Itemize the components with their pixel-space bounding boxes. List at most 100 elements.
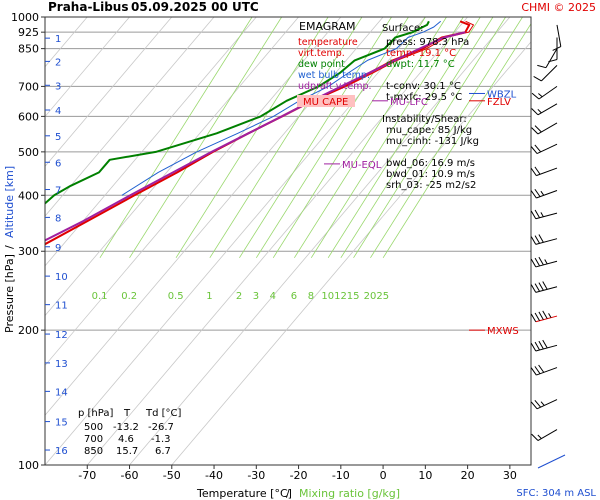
wind-barb-flag (538, 234, 544, 243)
wind-barb-flag (531, 108, 539, 116)
altitude-tick-label: 6 (55, 158, 61, 169)
temperature-tick-label: 10 (418, 469, 432, 482)
legend-item: udpraft v.temp. (298, 81, 372, 92)
stats-line: bwd_01: 10.9 m/s (386, 169, 475, 180)
wind-barb-flag (552, 46, 562, 51)
x-axis-label-temperature: Temperature [°C] (196, 487, 292, 500)
altitude-tick-label: 1 (55, 34, 61, 45)
mixing-ratio-line (382, 22, 531, 259)
series-line-wet-bulb-temp- (121, 20, 442, 196)
temperature-tick-label: 20 (461, 469, 475, 482)
temperature-tick-label: -60 (121, 469, 139, 482)
altitude-tick-label: 9 (55, 243, 61, 254)
mixing-ratio-line (294, 17, 447, 259)
mixing-ratio-line (239, 17, 392, 259)
temperature-tick-label: 0 (380, 469, 387, 482)
level-table-cell: -13.2 (113, 422, 139, 433)
stats-line: press: 978.3 hPa (386, 37, 469, 48)
pressure-tick-label: 600 (18, 110, 39, 123)
isotherm-line (45, 17, 299, 317)
altitude-tick-label: 8 (55, 213, 61, 224)
altitude-tick-label: 12 (55, 330, 68, 341)
wind-barb-half-flag (544, 259, 548, 265)
wind-barb-half-flag (548, 313, 552, 318)
y-axis-label-pressure: Pressure [hPa] (3, 254, 16, 333)
wind-barb-flag (531, 127, 539, 135)
temperature-tick-label: -30 (247, 469, 265, 482)
mixing-ratio-label: 1 (206, 291, 212, 302)
wind-barb-flag (534, 399, 542, 408)
temperature-tick-label: -70 (78, 469, 96, 482)
stats-line: srh_03: -25 m2/s2 (386, 180, 476, 191)
isotherm-line (129, 17, 511, 465)
grid (0, 17, 531, 465)
mixing-ratio-label: 0.2 (121, 291, 137, 302)
stats-line: mu_cape: 85 J/kg (386, 125, 472, 136)
temperature-tick-label: 30 (503, 469, 517, 482)
wind-barb-flag (534, 144, 542, 153)
wind-barb-flag (534, 235, 541, 244)
altitude-tick-label: 7 (55, 186, 61, 197)
pressure-tick-label: 850 (18, 43, 39, 56)
wind-barb-flag (530, 210, 537, 220)
axes: 1002003004005006007008509251000123456789… (11, 11, 517, 482)
wind-barb-flag (534, 188, 541, 197)
pressure-tick-label: 1000 (11, 11, 39, 24)
wind-barb-flag (542, 339, 548, 349)
wind-barb-flag (534, 341, 541, 351)
isotherm-line (0, 17, 3, 465)
wind-barb-shaft (541, 64, 558, 82)
wind-barb-flag (530, 146, 538, 154)
altitude-tick-label: 14 (55, 387, 68, 398)
isotherm-line (171, 41, 531, 465)
credit-label: CHMI © 2025 (521, 1, 596, 14)
altitude-tick-label: 3 (55, 81, 61, 92)
mixing-ratio-line (255, 17, 409, 259)
altitude-tick-label: 11 (55, 301, 68, 312)
wind-barb-shaft (536, 167, 558, 177)
wind-barb-shaft (537, 122, 558, 135)
wind-barb-flag (534, 366, 541, 375)
temperature-tick-label: -50 (163, 469, 181, 482)
wind-barb-flag (530, 258, 537, 268)
wind-barb-flag (537, 64, 547, 69)
wind-barb-shaft (536, 367, 558, 376)
mixing-ratio-line (209, 17, 363, 259)
wind-barb-flag (538, 364, 545, 373)
stats-line: temp: 19.1 °C (386, 48, 456, 59)
isotherm-line (86, 17, 468, 465)
wind-barb-flag (538, 282, 544, 291)
mixing-ratio-label: 0.5 (168, 291, 184, 302)
level-table-cell: -1.3 (151, 434, 171, 445)
wind-barb-half-flag (537, 434, 542, 439)
sfc-label: SFC: 304 m ASL (516, 488, 596, 499)
surface-title: Surface: (382, 23, 423, 34)
wind-barb-shaft (545, 48, 558, 68)
isotherm-line (45, 17, 215, 217)
stats-line: Instability/Shear: (382, 114, 467, 125)
wind-barb-flag (531, 433, 539, 441)
wind-barb-flag (538, 256, 544, 266)
mixing-ratio-label: 6 (291, 291, 297, 302)
level-label-mxws: MXWS (487, 326, 519, 337)
level-table-header: T (123, 408, 131, 419)
wind-barb-shaft (536, 399, 558, 410)
stats-line: dwpt: 11.7 °C (386, 59, 455, 70)
isotherm-line (45, 17, 426, 465)
level-table-cell: 15.7 (116, 446, 138, 457)
y-axis-label-sep: / (3, 245, 16, 249)
x-axis-label-mixing: Mixing ratio [g/kg] (299, 487, 400, 500)
wind-barb-flag (534, 125, 542, 133)
wind-barb-shaft (556, 24, 562, 47)
plot-background (45, 17, 531, 465)
mixing-ratio-line (353, 17, 506, 259)
stats-line: t-conv: 30.1 °C (386, 81, 461, 92)
level-label-fzlv: FZLV (487, 97, 511, 108)
wind-barb-shaft (536, 190, 558, 199)
mixing-ratio-label: 8 (308, 291, 314, 302)
temperature-tick-label: -20 (290, 469, 308, 482)
annotations: 0.10.20.51234681012152025TropoTropoMU-EQ… (92, 89, 519, 337)
wind-barb-flag (530, 313, 537, 323)
mixing-ratio-line (175, 17, 329, 259)
station-name: Praha-Libus (48, 0, 128, 14)
